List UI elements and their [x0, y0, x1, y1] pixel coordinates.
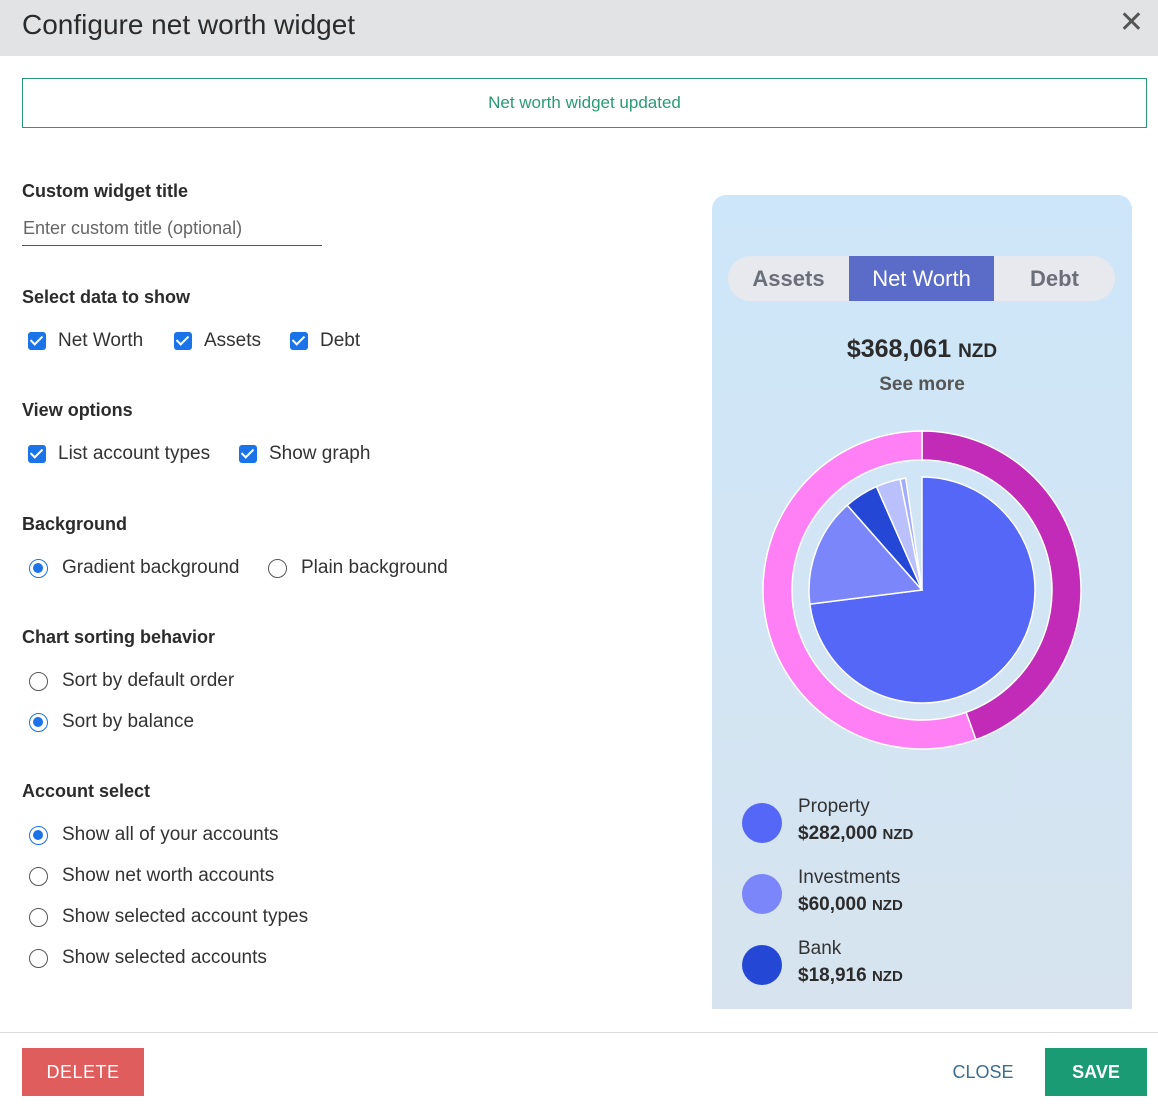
checkbox-debt[interactable]: Debt — [290, 330, 360, 352]
delete-button[interactable]: DELETE — [22, 1048, 144, 1096]
sorting-label: Chart sorting behavior — [22, 627, 216, 647]
checkbox-checked-icon[interactable] — [239, 445, 257, 463]
checkbox-label: Show graph — [269, 443, 371, 464]
tab-net-worth[interactable]: Net Worth — [849, 256, 994, 301]
custom-title-label: Custom widget title — [22, 181, 188, 201]
checkbox-checked-icon[interactable] — [290, 332, 308, 350]
radio-label: Sort by balance — [62, 711, 195, 732]
radio-label: Gradient background — [62, 557, 240, 578]
radio-net-worth-accounts[interactable]: Show net worth accounts — [29, 865, 274, 887]
account-select-label: Account select — [22, 781, 151, 801]
checkbox-assets[interactable]: Assets — [174, 330, 261, 352]
legend-currency: NZD — [871, 968, 903, 985]
save-button[interactable]: SAVE — [1045, 1048, 1147, 1096]
widget-preview: Assets Net Worth Debt $368,061 NZD See m… — [712, 195, 1132, 1009]
legend-currency: NZD — [882, 826, 914, 843]
view-options-label: View options — [22, 400, 133, 420]
radio-label: Show selected accounts — [62, 947, 267, 968]
legend-item-property: Property $282,000 NZD — [742, 795, 913, 850]
radio-sort-default[interactable]: Sort by default order — [29, 670, 234, 692]
legend-item-bank: Bank $18,916 NZD — [742, 937, 903, 992]
legend-item-investments: Investments $60,000 NZD — [742, 866, 903, 921]
legend-value: $18,916 — [798, 965, 867, 986]
radio-selected-icon[interactable] — [29, 712, 48, 732]
legend-dot — [742, 945, 782, 985]
checkbox-checked-icon[interactable] — [28, 332, 46, 350]
close-button[interactable]: CLOSE — [940, 1048, 1026, 1096]
data-to-show-label: Select data to show — [22, 287, 191, 307]
checkbox-label: Assets — [204, 330, 262, 351]
radio-all-accounts[interactable]: Show all of your accounts — [29, 824, 279, 846]
total-value: $368,061 — [846, 335, 952, 363]
tab-assets[interactable]: Assets — [752, 266, 825, 291]
legend-name: Investments — [798, 867, 901, 888]
radio-unselected-icon[interactable] — [29, 866, 48, 886]
radio-unselected-icon[interactable] — [268, 558, 287, 578]
radio-selected-account-types[interactable]: Show selected account types — [29, 906, 308, 928]
checkbox-list-account-types[interactable]: List account types — [28, 443, 210, 465]
inner-pie-slice-4 — [899, 477, 923, 591]
radio-label: Show selected account types — [62, 906, 309, 927]
checkbox-checked-icon[interactable] — [28, 445, 46, 463]
footer-divider — [0, 1032, 1158, 1033]
radio-unselected-icon[interactable] — [29, 671, 48, 691]
close-icon[interactable]: ✕ — [1118, 6, 1144, 39]
radio-unselected-icon[interactable] — [29, 948, 48, 968]
radio-label: Plain background — [301, 557, 448, 578]
tab-debt[interactable]: Debt — [1030, 266, 1079, 291]
see-more-link[interactable]: See more — [879, 374, 965, 395]
checkbox-label: List account types — [58, 443, 211, 464]
success-notice: Net worth widget updated — [22, 78, 1147, 128]
radio-label: Show all of your accounts — [62, 824, 279, 845]
checkbox-label: Net Worth — [58, 330, 144, 351]
legend-name: Bank — [798, 938, 842, 959]
net-worth-chart — [762, 430, 1082, 750]
checkbox-label: Debt — [320, 330, 361, 351]
legend-dot — [742, 874, 782, 914]
radio-selected-icon[interactable] — [29, 558, 48, 578]
preview-tabs: Assets Net Worth Debt — [728, 256, 1115, 301]
radio-plain-background[interactable]: Plain background — [268, 557, 448, 579]
checkbox-show-graph[interactable]: Show graph — [239, 443, 370, 465]
checkbox-net-worth[interactable]: Net Worth — [28, 330, 143, 352]
radio-sort-balance[interactable]: Sort by balance — [29, 711, 194, 733]
background-label: Background — [22, 514, 128, 534]
radio-selected-accounts[interactable]: Show selected accounts — [29, 947, 267, 969]
radio-unselected-icon[interactable] — [29, 907, 48, 927]
radio-label: Show net worth accounts — [62, 865, 275, 886]
legend-name: Property — [798, 796, 870, 817]
legend-value: $60,000 — [798, 894, 867, 915]
dialog-header: Configure net worth widget ✕ — [0, 0, 1158, 56]
radio-label: Sort by default order — [62, 670, 235, 691]
outer-ring-slice-1 — [762, 430, 977, 750]
checkbox-checked-icon[interactable] — [174, 332, 192, 350]
legend-value: $282,000 — [798, 823, 878, 844]
legend-currency: NZD — [871, 897, 903, 914]
inner-pie-slice-1 — [808, 504, 924, 606]
net-worth-total: $368,061 NZD — [712, 335, 1132, 364]
legend-dot — [742, 803, 782, 843]
custom-title-input[interactable] — [22, 216, 322, 246]
total-currency: NZD — [958, 341, 998, 362]
dialog-title: Configure net worth widget — [22, 9, 356, 40]
radio-selected-icon[interactable] — [29, 825, 48, 845]
radio-gradient-background[interactable]: Gradient background — [29, 557, 239, 579]
